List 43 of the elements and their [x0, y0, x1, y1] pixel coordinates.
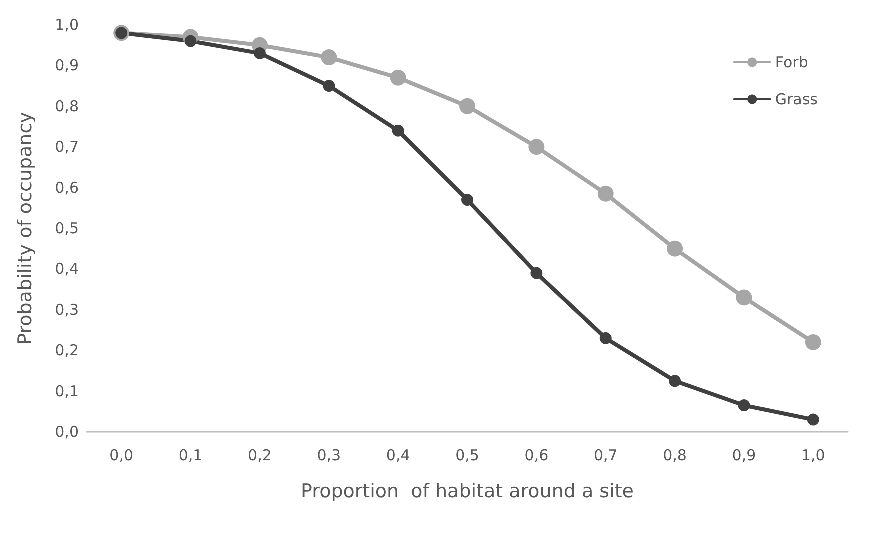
- point: [392, 124, 404, 137]
- y-tick-label: 0,7: [55, 138, 79, 156]
- x-tick-label: 0,5: [456, 446, 480, 464]
- point: [254, 47, 266, 60]
- point: [598, 186, 614, 202]
- point: [321, 50, 338, 66]
- point: [738, 400, 750, 412]
- x-tick-label: 0,6: [524, 446, 549, 464]
- point: [667, 240, 684, 257]
- y-tick-label: 0,3: [55, 300, 79, 319]
- y-tick-label: 0,4: [55, 260, 79, 278]
- y-axis-title: Probability of occupancy: [14, 112, 36, 345]
- y-tick-label: 0,0: [55, 423, 79, 441]
- x-axis-title: Proportion of habitat around a site: [301, 480, 634, 502]
- point: [323, 80, 336, 92]
- point: [736, 290, 752, 306]
- point: [600, 332, 612, 344]
- point: [462, 194, 474, 206]
- x-tick-label: 0,0: [110, 446, 134, 464]
- y-tick-label: 1,0: [55, 16, 79, 34]
- y-tick-label: 0,6: [55, 178, 79, 197]
- point: [669, 375, 682, 388]
- point: [805, 334, 822, 350]
- y-tick-label: 0,1: [55, 382, 79, 400]
- y-tick-label: 0,5: [55, 220, 79, 238]
- x-tick-label: 0,3: [317, 446, 342, 464]
- x-tick-label: 0,4: [386, 446, 410, 464]
- x-tick-label: 0,7: [594, 446, 618, 464]
- point: [807, 414, 820, 426]
- legend-label: Grass: [775, 90, 818, 108]
- x-tick-label: 0,9: [732, 446, 756, 464]
- point: [528, 139, 545, 156]
- point: [390, 70, 406, 86]
- x-tick-label: 0,8: [663, 446, 687, 464]
- y-tick-label: 0,2: [55, 342, 79, 360]
- point: [530, 267, 543, 280]
- y-tick-label: 0,8: [55, 97, 79, 116]
- y-tick-label: 0,9: [55, 56, 79, 75]
- x-tick-label: 0,1: [178, 446, 203, 464]
- legend-label: Forb: [775, 54, 808, 72]
- point: [460, 98, 476, 114]
- x-tick-label: 0,2: [248, 446, 272, 464]
- x-tick-label: 1,0: [801, 446, 826, 464]
